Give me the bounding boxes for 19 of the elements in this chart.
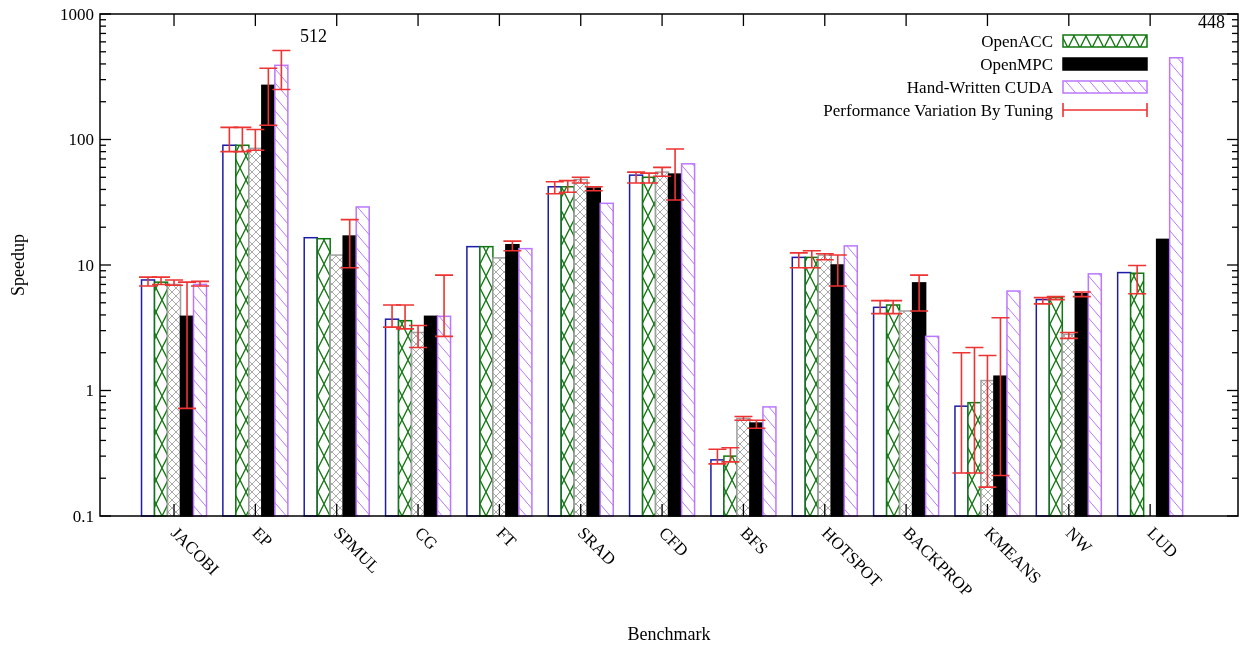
legend-label: Hand-Written CUDA [906, 77, 1054, 97]
legend-label: OpenMPC [980, 54, 1053, 74]
x-axis-title: Benchmark [627, 624, 711, 644]
y-tick-label: 1 [85, 381, 94, 401]
annotation: Performance Variation By Tuning [823, 100, 1054, 120]
y-tick-label: 1000 [60, 4, 94, 24]
legend-label: OpenACC [981, 31, 1053, 51]
x-tick-label: CG [411, 523, 442, 554]
y-tick-label: 0.1 [72, 506, 94, 526]
annotation: 512 [300, 26, 327, 46]
y-tick-label: 100 [68, 130, 94, 150]
annotation: 448 [1198, 12, 1225, 32]
y-tick-label: 10 [77, 255, 94, 275]
x-tick-label: CFD [655, 523, 693, 561]
x-tick-label: FT [492, 523, 521, 552]
y-axis-title: Speedup [8, 234, 28, 296]
x-tick-label: EP [248, 523, 276, 551]
x-tick-label: NW [1061, 523, 1097, 558]
x-tick-label: BFS [736, 523, 772, 559]
